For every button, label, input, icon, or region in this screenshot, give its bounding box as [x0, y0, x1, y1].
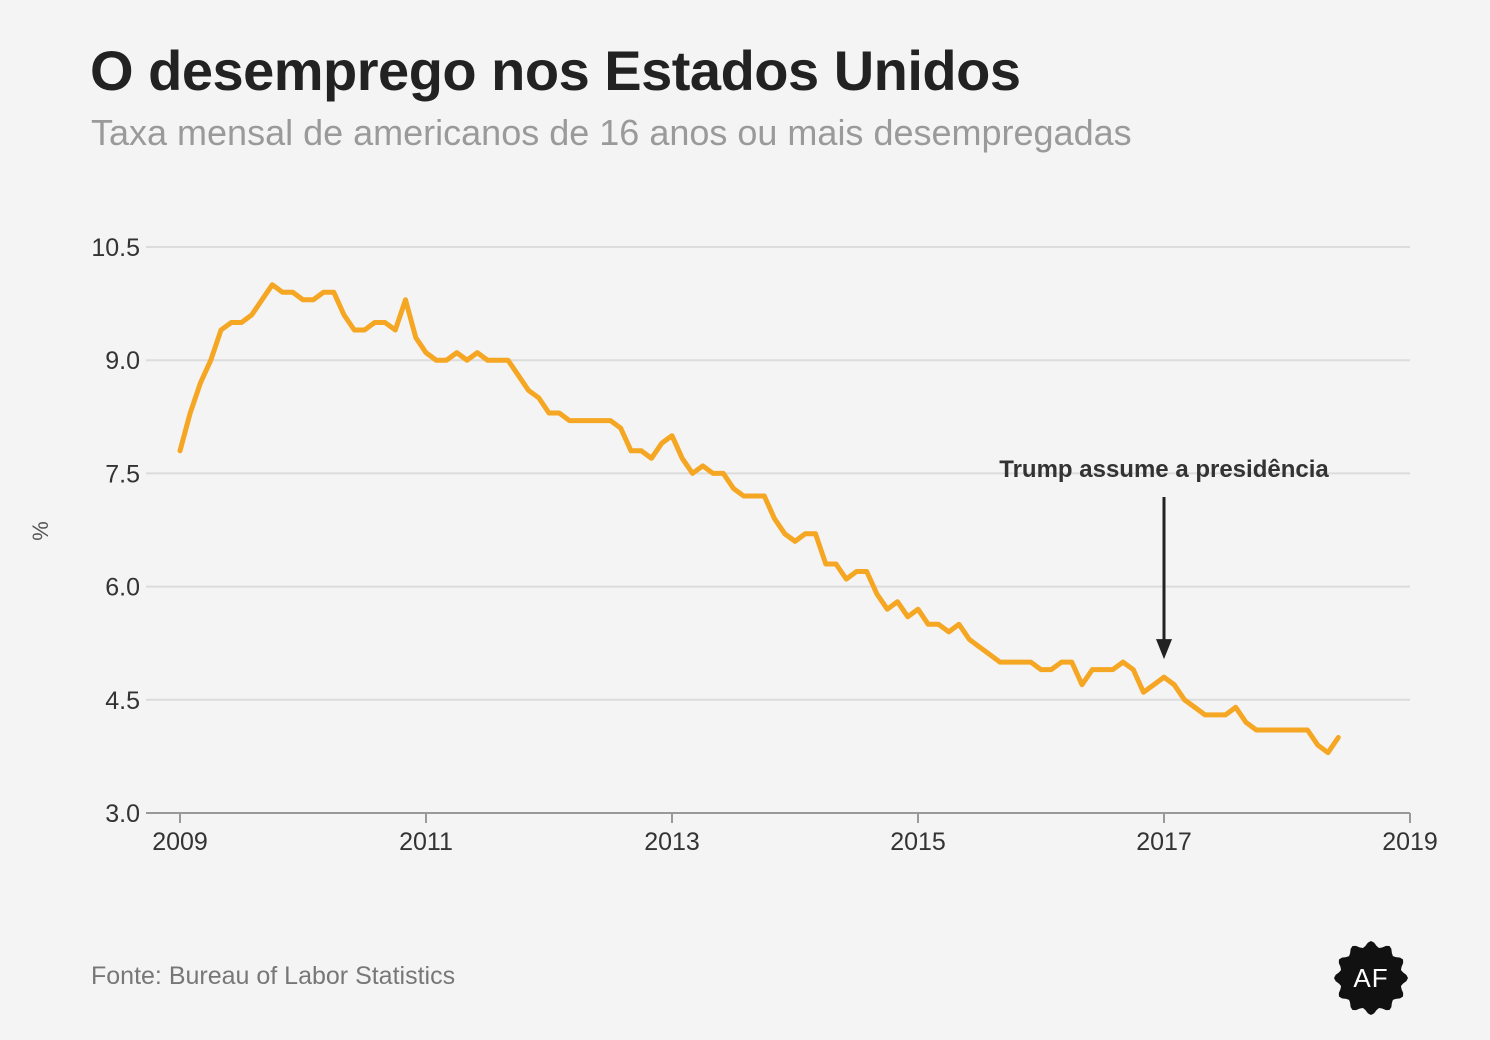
x-tick-label: 2011: [399, 828, 453, 856]
x-axis: 2009 2011 2013 2015 2017 2019: [146, 812, 1438, 856]
annotation: Trump assume a presidência: [999, 456, 1329, 660]
line-chart: 3.0 4.5 6.0 7.5 9.0 10.5 2009 2011 2013 2015 2017…: [91, 234, 1438, 856]
gridlines: [146, 246, 1410, 701]
chart-subtitle: Taxa mensal de americanos de 16 anos ou …: [91, 112, 1132, 153]
x-tick-label: 2019: [1382, 828, 1438, 856]
y-tick-label: 9.0: [105, 347, 140, 375]
x-tick-label: 2013: [644, 828, 700, 856]
series-line: [177, 282, 1341, 756]
logo-badge-icon: [1334, 941, 1408, 1015]
y-tick-label: 6.0: [105, 574, 140, 602]
source-note: Fonte: Bureau of Labor Statistics: [91, 962, 456, 990]
y-tick-label: 3.0: [105, 800, 140, 828]
y-tick-label: 7.5: [105, 460, 140, 488]
y-axis-ticks: 3.0 4.5 6.0 7.5 9.0 10.5: [91, 234, 140, 828]
af-logo: AF: [1333, 940, 1409, 1016]
x-tick-label: 2009: [152, 828, 208, 856]
y-tick-label: 10.5: [91, 234, 140, 262]
y-tick-label: 4.5: [105, 687, 140, 715]
annotation-arrowhead: [1156, 639, 1172, 660]
chart-title: O desemprego nos Estados Unidos: [90, 39, 1021, 102]
x-tick-label: 2015: [890, 828, 946, 856]
annotation-label: Trump assume a presidência: [999, 456, 1329, 483]
x-tick-label: 2017: [1136, 828, 1192, 856]
logo-text: AF: [1353, 963, 1389, 993]
